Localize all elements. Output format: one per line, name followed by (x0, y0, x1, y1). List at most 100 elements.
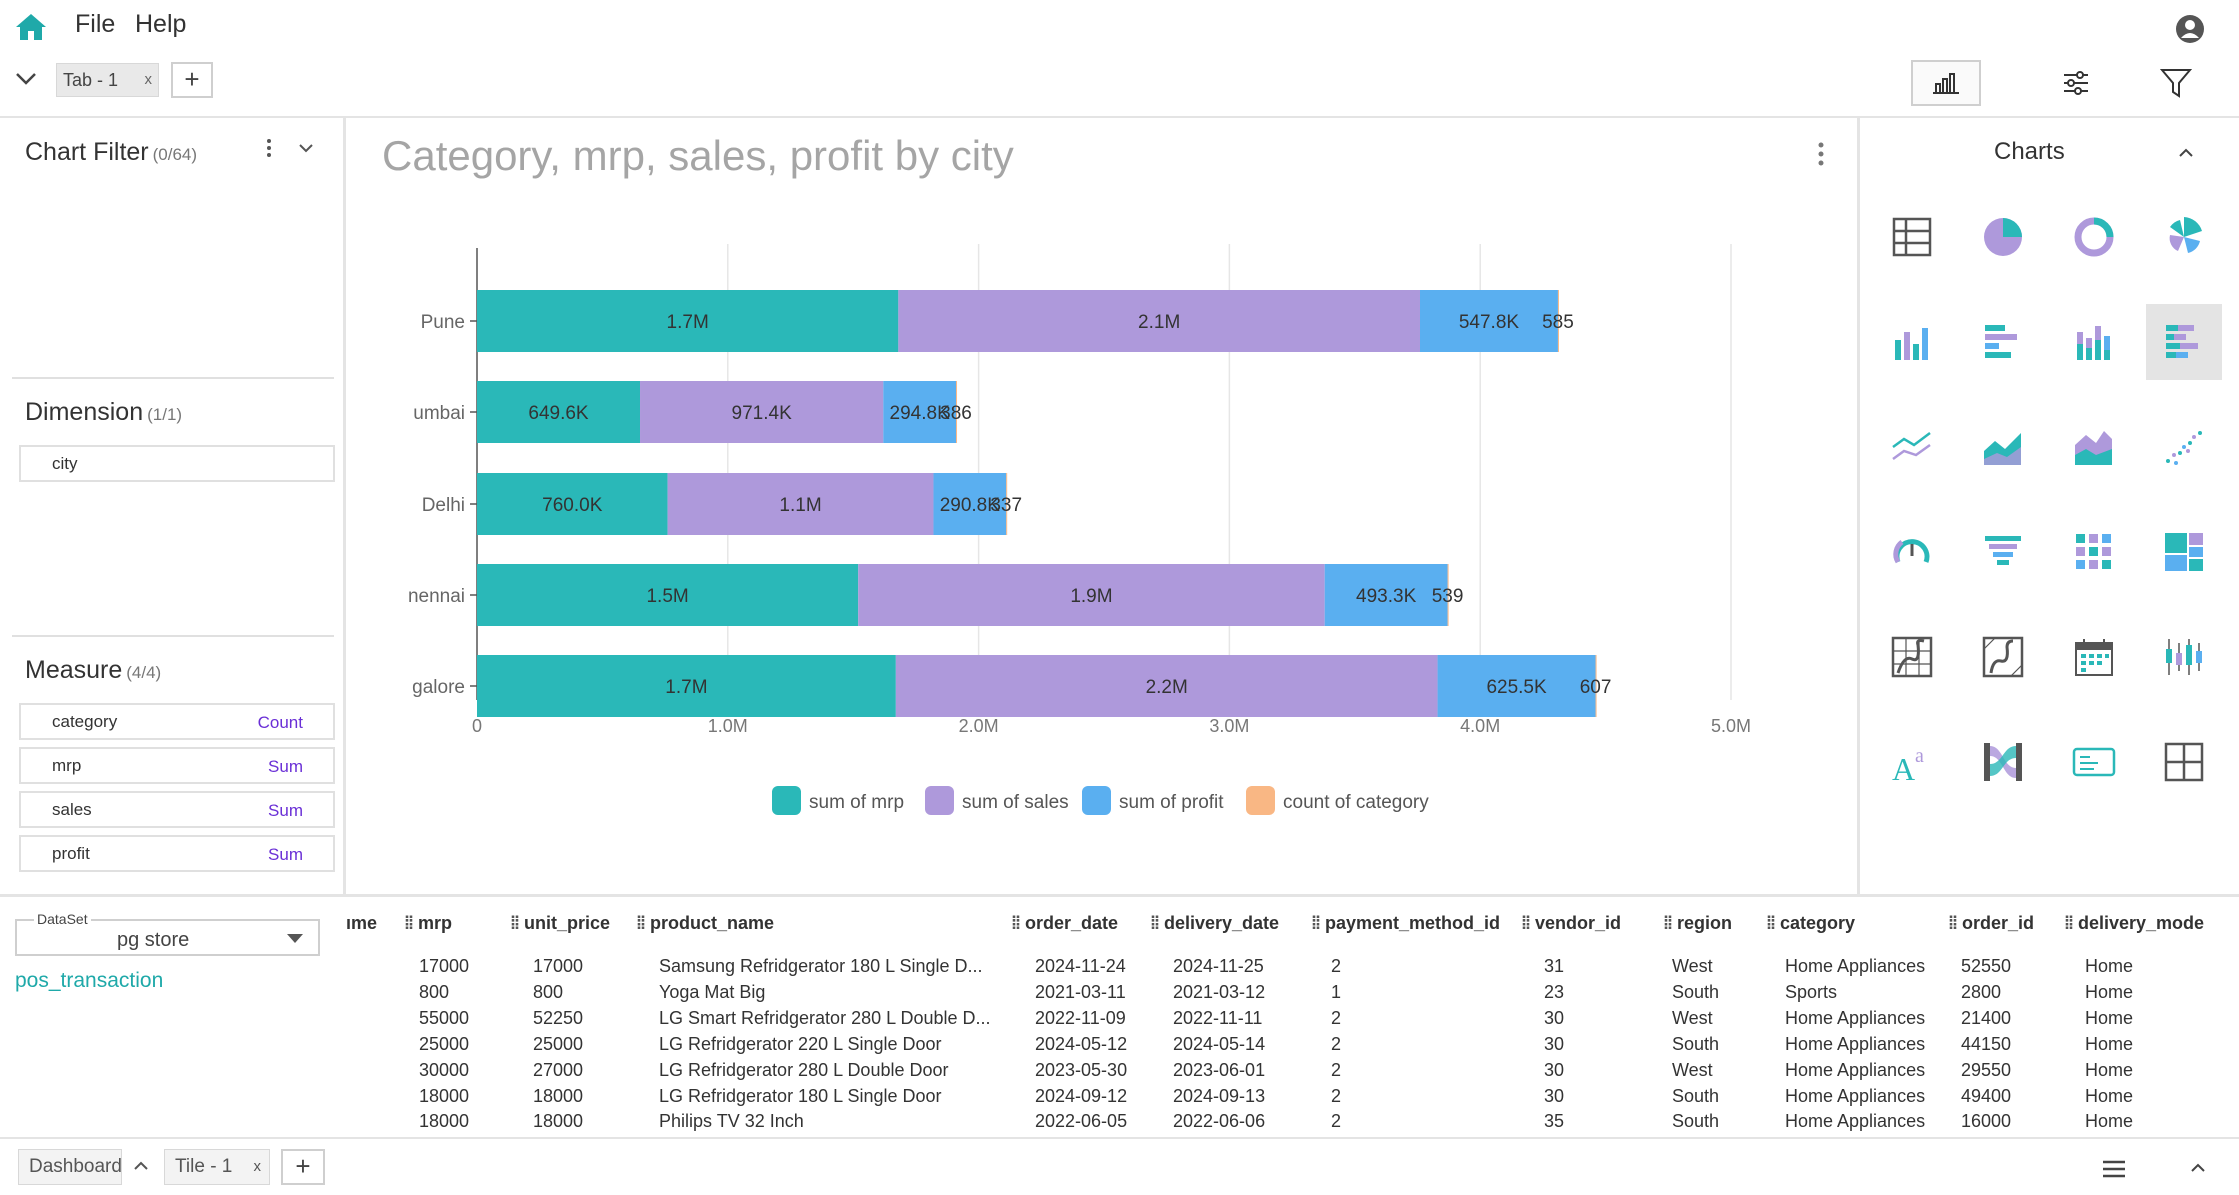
bar-segment-sum-of-sales[interactable] (640, 381, 884, 443)
chart-type-stacked-column[interactable] (2056, 304, 2132, 380)
drag-handle-icon[interactable]: ⁞⁞ (1948, 913, 1958, 933)
drag-handle-icon[interactable]: ⁞⁞ (1521, 913, 1531, 933)
column-header[interactable]: ⁞⁞ region (1663, 913, 1732, 934)
bar-segment-sum-of-mrp[interactable] (477, 473, 668, 535)
column-header[interactable]: ⁞⁞ order_id (1948, 913, 2034, 934)
add-tile-button[interactable]: + (281, 1149, 325, 1185)
chart-type-stacked-bar[interactable] (2146, 304, 2222, 380)
bar-segment-sum-of-profit[interactable] (1437, 655, 1596, 717)
drag-handle-icon[interactable]: ⁞⁞ (636, 913, 646, 933)
chart-type-line[interactable] (1874, 409, 1950, 485)
menu-file[interactable]: File (75, 10, 116, 38)
measure-field-profit[interactable]: profit Sum (19, 835, 335, 872)
drag-handle-icon[interactable]: ⁞⁞ (404, 913, 414, 933)
bar-segment-sum-of-mrp[interactable] (477, 381, 641, 443)
menu-help[interactable]: Help (135, 10, 187, 38)
column-header[interactable]: ⁞⁞ delivery_date (1150, 913, 1279, 934)
chevron-up-icon[interactable] (2190, 1163, 2206, 1173)
measure-field-sales[interactable]: sales Sum (19, 791, 335, 828)
aggregation-selector[interactable]: Count (257, 713, 303, 732)
chart-type-map-alt[interactable] (1965, 619, 2041, 695)
column-header[interactable]: ⁞⁞ category (1766, 913, 1855, 934)
bar-segment-count-of-category[interactable] (1006, 473, 1008, 535)
bar-segment-sum-of-profit[interactable] (883, 381, 957, 443)
chart-type-area[interactable] (1965, 409, 2041, 485)
add-tab-button[interactable]: + (171, 62, 213, 98)
chart-type-card[interactable] (2056, 724, 2132, 800)
column-header[interactable]: ⁞⁞ order_date (1011, 913, 1118, 934)
bar-segment-sum-of-sales[interactable] (895, 655, 1438, 717)
bar-segment-sum-of-sales[interactable] (898, 290, 1421, 352)
drag-handle-icon[interactable]: ⁞⁞ (1766, 913, 1776, 933)
tile-close-button[interactable]: x (253, 1158, 262, 1175)
bar-segment-count-of-category[interactable] (1447, 564, 1449, 626)
chart-type-treemap[interactable] (2146, 514, 2222, 590)
dimension-field-city[interactable]: city (19, 445, 335, 482)
bar-segment-count-of-category[interactable] (1595, 655, 1597, 717)
dataset-select[interactable]: pg store (15, 919, 320, 956)
bar-segment-count-of-category[interactable] (1557, 290, 1559, 352)
chart-type-sankey[interactable] (1965, 724, 2041, 800)
more-vertical-icon[interactable] (266, 138, 272, 158)
chart-type-rose[interactable] (2146, 199, 2222, 275)
user-account-icon[interactable] (2175, 14, 2205, 44)
chart-type-calendar[interactable] (2056, 619, 2132, 695)
column-header[interactable]: ⁞⁞ mrp (404, 913, 452, 934)
chart-type-map[interactable] (1874, 619, 1950, 695)
bar-segment-sum-of-sales[interactable] (858, 564, 1325, 626)
collapse-chevron-icon[interactable] (298, 143, 314, 153)
column-header[interactable]: ⁞⁞ unit_price (510, 913, 610, 934)
bar-segment-sum-of-mrp[interactable] (477, 564, 859, 626)
aggregation-selector[interactable]: Sum (268, 845, 303, 864)
aggregation-selector[interactable]: Sum (268, 757, 303, 776)
tile-1-tab[interactable]: Tile - 1 x (164, 1149, 270, 1185)
chart-more-icon[interactable] (1818, 142, 1824, 166)
chart-type-heatmap[interactable] (2056, 514, 2132, 590)
chart-title[interactable]: Category, mrp, sales, profit by city (382, 132, 1014, 179)
bar-segment-sum-of-profit[interactable] (1324, 564, 1448, 626)
drag-handle-icon[interactable]: ⁞⁞ (1150, 913, 1160, 933)
drag-handle-icon[interactable]: ⁞⁞ (510, 913, 520, 933)
measure-field-mrp[interactable]: mrp Sum (19, 747, 335, 784)
column-header[interactable]: ⁞⁞ vendor_id (1521, 913, 1621, 934)
chevron-up-icon[interactable] (2178, 148, 2194, 158)
drag-handle-icon[interactable]: ⁞⁞ (2064, 913, 2074, 933)
chart-type-stacked-area[interactable] (2056, 409, 2132, 485)
filter-button[interactable] (2141, 60, 2211, 106)
bar-segment-sum-of-mrp[interactable] (477, 655, 896, 717)
settings-sliders-button[interactable] (2041, 60, 2111, 106)
drag-handle-icon[interactable]: ⁞⁞ (1011, 913, 1021, 933)
chart-type-pie[interactable] (1965, 199, 2041, 275)
chart-type-funnel[interactable] (1965, 514, 2041, 590)
chart-type-scatter[interactable] (2146, 409, 2222, 485)
measure-field-category[interactable]: category Count (19, 703, 335, 740)
hamburger-menu-icon[interactable] (2102, 1159, 2126, 1179)
column-header[interactable]: ⁞⁞ payment_method_id (1311, 913, 1500, 934)
legend-item[interactable]: sum of sales (925, 786, 1069, 815)
table-name-link[interactable]: pos_transaction (15, 969, 164, 992)
chart-view-button[interactable] (1911, 60, 1981, 106)
chevron-up-icon[interactable] (133, 1161, 149, 1171)
chart-type-gauge[interactable] (1874, 514, 1950, 590)
dashboard-tab[interactable]: Dashboard (18, 1149, 122, 1185)
drag-handle-icon[interactable]: ⁞⁞ (1663, 913, 1673, 933)
bar-segment-sum-of-sales[interactable] (667, 473, 934, 535)
column-header[interactable]: ıme (346, 913, 377, 934)
bar-segment-sum-of-profit[interactable] (1420, 290, 1558, 352)
bar-segment-count-of-category[interactable] (956, 381, 958, 443)
tab-1[interactable]: Tab - 1 x (56, 63, 159, 97)
drag-handle-icon[interactable]: ⁞⁞ (1311, 913, 1321, 933)
legend-item[interactable]: count of category (1246, 786, 1429, 815)
tab-close-button[interactable]: x (144, 71, 153, 88)
aggregation-selector[interactable]: Sum (268, 801, 303, 820)
chart-type-table[interactable] (1874, 199, 1950, 275)
column-header[interactable]: ⁞⁞ product_name (636, 913, 774, 934)
chart-type-horizontal-bar[interactable] (1965, 304, 2041, 380)
bar-segment-sum-of-mrp[interactable] (477, 290, 899, 352)
chart-type-candlestick[interactable] (2146, 619, 2222, 695)
column-header[interactable]: ⁞⁞ delivery_mode (2064, 913, 2204, 934)
bar-segment-sum-of-profit[interactable] (933, 473, 1007, 535)
chevron-down-icon[interactable] (15, 72, 37, 86)
home-icon[interactable] (14, 12, 48, 42)
